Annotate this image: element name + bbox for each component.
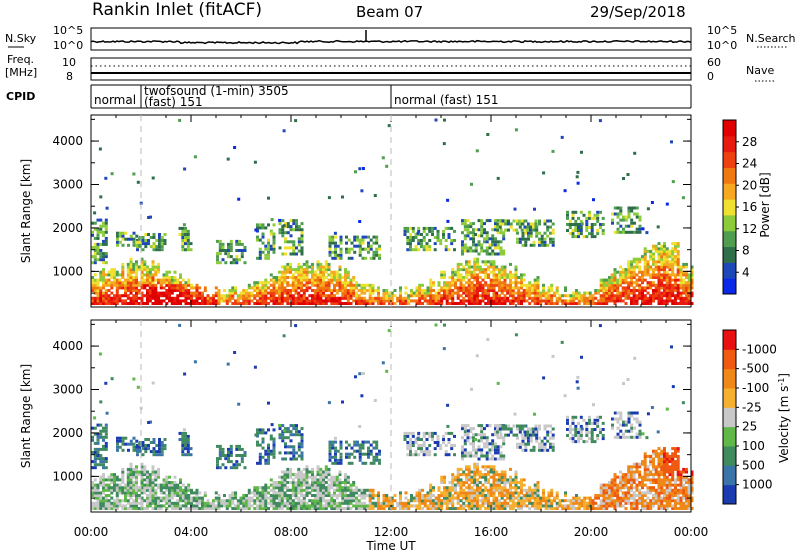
colorbar-swatch [723, 230, 736, 248]
range-tick-label: 4000 [52, 339, 83, 353]
colorbar-tick-label: 20 [742, 178, 757, 192]
noise-right-label: N.Search [746, 32, 796, 45]
colorbar-tick-label: 12 [742, 222, 757, 236]
time-tick-label: 08:00 [274, 525, 309, 539]
cpid-segment-label-2: (fast) 151 [144, 95, 203, 109]
colorbar-swatch [723, 167, 736, 184]
time-tick-label: 20:00 [574, 525, 609, 539]
noise-right-tick-top: 10^5 [707, 24, 737, 37]
range-tick-label: 4000 [52, 134, 83, 148]
cpid-strip: CPID normal twofsound (1-min) 3505(fast) … [6, 84, 692, 109]
noise-trace [90, 30, 692, 45]
colorbar-swatch [723, 246, 736, 263]
frequency-panel: Freq. [MHz] 10 8 60 0 Nave [5, 53, 774, 83]
time-tick-label: 04:00 [174, 525, 209, 539]
range-tick-label: 2000 [52, 426, 83, 440]
station-title: Rankin Inlet (fitACF) [92, 0, 262, 20]
cpid-segment-label: twofsound (1-min) 3505 [144, 84, 289, 98]
colorbar-swatch [723, 426, 736, 447]
time-tick-label: 16:00 [474, 525, 509, 539]
colorbar-tick-label: 1000 [742, 478, 773, 492]
colorbar-swatch [723, 214, 736, 232]
colorbar-tick-label: 16 [742, 200, 757, 214]
colorbar-swatch [723, 349, 736, 370]
colorbar-swatch [723, 465, 736, 486]
colorbar-swatch [723, 183, 736, 200]
colorbar-tick-label: 28 [742, 135, 757, 149]
nave-tick-top: 60 [707, 56, 721, 69]
range-tick-label: 2000 [52, 221, 83, 235]
colorbar-tick-label: 25 [742, 420, 757, 434]
range-tick-label: 3000 [52, 178, 83, 192]
colorbar-tick-label: 8 [742, 244, 750, 258]
time-tick-label: 00:00 [74, 525, 109, 539]
colorbar-swatch [723, 446, 736, 466]
freq-label-2: [MHz] [5, 66, 37, 79]
power-cbar-title: Power [dB] [758, 172, 772, 237]
velocity-ylabel: Slant Range [km] [19, 364, 33, 468]
colorbar-swatch [723, 262, 736, 279]
velocity-cbar-title: Velocity [m s-1] [777, 373, 791, 463]
colorbar-tick-label: 24 [742, 157, 757, 171]
freq-tick-bottom: 8 [66, 70, 73, 83]
colorbar-tick-label: 500 [742, 458, 765, 472]
noise-panel: N.Sky 10^5 10^0 10^5 10^0 N.Search [5, 24, 796, 52]
power-heatmap [91, 118, 694, 305]
colorbar-swatch [723, 368, 736, 389]
colorbar-swatch [723, 484, 736, 505]
colorbar-swatch [723, 135, 736, 153]
velocity-panel: 1000 2000 3000 4000 00:00 04:00 08:00 12:00 16:0… [19, 319, 791, 553]
noise-left-label: N.Sky [5, 32, 37, 45]
cpid-label: CPID [6, 90, 35, 103]
colorbar-tick-label: 100 [742, 439, 765, 453]
colorbar-swatch [723, 120, 736, 137]
velocity-heatmap [91, 323, 694, 510]
noise-left-tick-bottom: 10^0 [53, 39, 83, 52]
colorbar-swatch [723, 388, 736, 408]
colorbar-swatch [723, 407, 736, 428]
power-panel: 1000 2000 3000 4000 Slant Range [km] 4 8 12 16… [19, 114, 772, 308]
time-axis-label: Time UT [365, 539, 416, 553]
noise-right-tick-bottom: 10^0 [707, 39, 737, 52]
cpid-segment-label: normal [94, 93, 136, 107]
time-tick-label: 00:00 [674, 525, 709, 539]
cpid-segment-label: normal (fast) 151 [394, 93, 498, 107]
colorbar-swatch [723, 330, 736, 350]
date-title: 29/Sep/2018 [590, 3, 686, 21]
colorbar-swatch [723, 151, 736, 168]
time-tick-label: 12:00 [374, 525, 409, 539]
noise-left-tick-top: 10^5 [53, 24, 83, 37]
freq-label-1: Freq. [7, 53, 34, 66]
colorbar-tick-label: 4 [742, 265, 750, 279]
range-tick-label: 1000 [52, 264, 83, 278]
power-ylabel: Slant Range [km] [19, 159, 33, 263]
colorbar-tick-label: -25 [742, 400, 762, 414]
colorbar-tick-label: -500 [742, 362, 769, 376]
colorbar-swatch [723, 199, 736, 216]
nave-label: Nave [746, 64, 774, 77]
beam-title: Beam 07 [356, 3, 423, 21]
colorbar-tick-label: -100 [742, 381, 769, 395]
range-tick-label: 1000 [52, 469, 83, 483]
colorbar-tick-label: -1000 [742, 342, 777, 356]
colorbar-swatch [723, 278, 736, 295]
freq-tick-top: 10 [62, 56, 76, 69]
nave-tick-bottom: 0 [707, 70, 714, 83]
range-tick-label: 3000 [52, 383, 83, 397]
